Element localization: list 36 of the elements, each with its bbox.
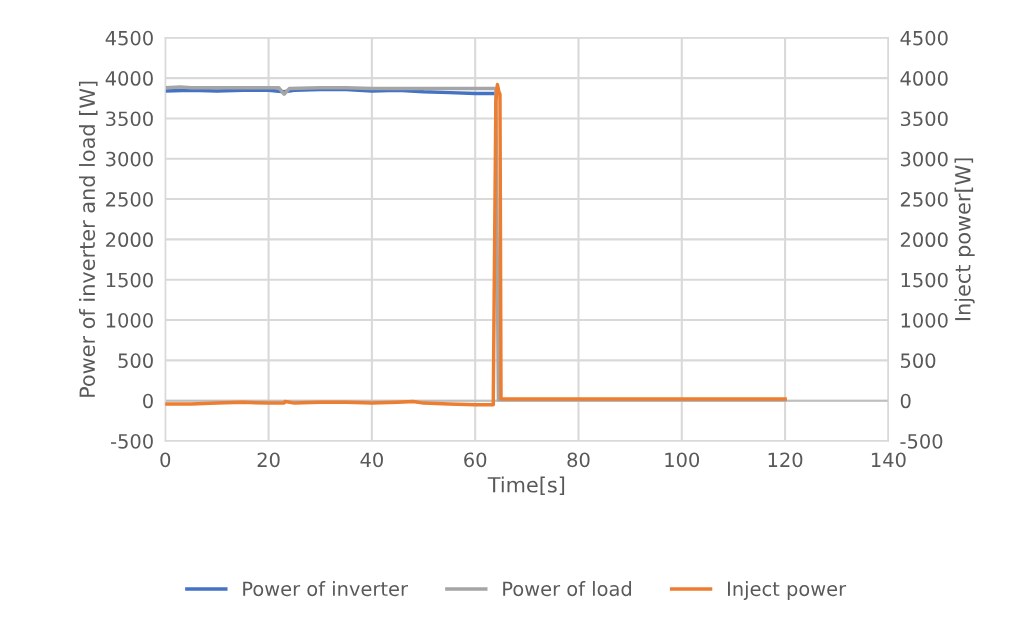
y2-tick-label: 500 <box>900 353 936 369</box>
y2-tick-label: 4000 <box>900 71 948 86</box>
y2-tick-label: 1000 <box>901 313 948 328</box>
y-tick-label: 3500 <box>106 111 153 127</box>
x-tick-label: 40 <box>360 452 383 468</box>
y2-axis-title: Inject power[W] <box>954 158 975 321</box>
y-axis-title: Power of inverter and load [W] <box>78 81 98 397</box>
y-tick-label: 3000 <box>106 151 153 167</box>
y-tick-label: 2500 <box>106 192 153 207</box>
x-tick-label: 0 <box>160 452 171 468</box>
y-tick-label: 1000 <box>106 313 153 328</box>
y2-tick-label: 1500 <box>901 272 948 288</box>
y2-tick-label: 4500 <box>900 30 948 46</box>
x-tick-label: 80 <box>567 452 590 468</box>
x-axis-title: Time[s] <box>487 476 565 496</box>
y-tick-label: 4500 <box>105 30 153 46</box>
y-tick-label: 0 <box>143 393 153 409</box>
y-tick-label: 1500 <box>106 272 153 288</box>
legend-label: Power of load <box>503 581 631 597</box>
x-tick-label: 20 <box>257 452 280 468</box>
y2-tick-label: 0 <box>900 393 911 409</box>
y2-tick-label: -500 <box>900 433 943 449</box>
y-tick-label: -500 <box>110 433 153 449</box>
y2-tick-label: 2000 <box>900 232 948 248</box>
x-tick-label: 120 <box>768 452 803 468</box>
legend-label: Inject power <box>728 581 847 600</box>
y2-tick-label: 3000 <box>900 151 948 167</box>
x-tick-label: 140 <box>871 452 906 468</box>
legend-label: Power of inverter <box>243 581 408 597</box>
y-tick-label: 2000 <box>106 232 153 248</box>
y-tick-label: 4000 <box>105 71 153 86</box>
x-tick-label: 100 <box>665 452 700 468</box>
y2-tick-label: 2500 <box>900 192 948 207</box>
y-tick-label: 500 <box>118 353 153 369</box>
x-tick-label: 60 <box>464 452 487 468</box>
y2-tick-label: 3500 <box>900 111 948 127</box>
